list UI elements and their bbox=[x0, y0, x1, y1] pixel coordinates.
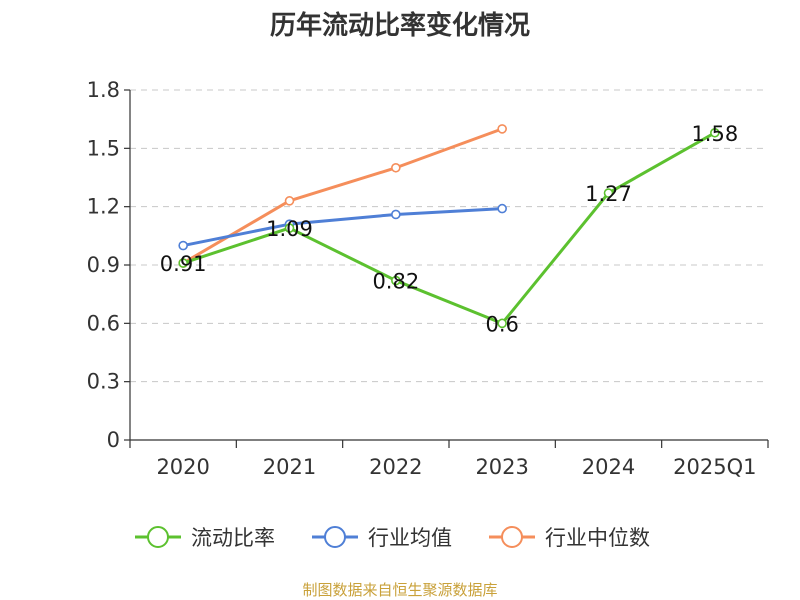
y-tick-label-3: 0.9 bbox=[87, 253, 120, 277]
series-0-point-5 bbox=[710, 127, 720, 138]
series-1-point-0 bbox=[178, 240, 188, 251]
series-1-point-3 bbox=[497, 203, 507, 214]
data-label-0: 0.91 bbox=[160, 252, 207, 276]
legend-marker-2 bbox=[501, 526, 523, 548]
y-tick-label-2: 0.6 bbox=[87, 311, 120, 335]
data-label-5: 1.58 bbox=[691, 122, 738, 146]
legend-item-2[interactable]: 行业中位数 bbox=[489, 526, 650, 550]
series-line-1 bbox=[181, 207, 504, 248]
y-tick-label-6: 1.8 bbox=[87, 78, 120, 102]
data-label-1: 1.09 bbox=[266, 217, 313, 241]
chart-title: 历年流动比率变化情况 bbox=[270, 10, 530, 41]
data-label-2: 0.82 bbox=[372, 270, 419, 294]
series-2-point-3 bbox=[497, 124, 507, 134]
legend[interactable]: 流动比率 行业均值 行业中位数 bbox=[135, 526, 650, 550]
legend-label-0: 流动比率 bbox=[191, 526, 275, 550]
series-1-point-2 bbox=[391, 209, 401, 220]
series-0-point-0 bbox=[178, 258, 188, 268]
data-label-3: 0.6 bbox=[485, 312, 518, 336]
y-ticks: 0 0.3 0.6 0.9 1.2 1.5 1.8 bbox=[87, 78, 130, 452]
x-tick-label-3: 2023 bbox=[475, 455, 528, 479]
legend-marker-1 bbox=[324, 526, 346, 548]
grid bbox=[130, 89, 768, 383]
series-line-2 bbox=[181, 127, 504, 265]
legend-marker-0 bbox=[147, 526, 169, 548]
series-0-point-3 bbox=[497, 318, 507, 329]
legend-item-1[interactable]: 行业均值 bbox=[312, 526, 452, 550]
legend-item-0[interactable]: 流动比率 bbox=[135, 526, 275, 550]
series-2-point-1 bbox=[284, 196, 295, 206]
series-0-point-2 bbox=[391, 275, 401, 286]
y-tick-label-0: 0 bbox=[107, 428, 120, 452]
y-tick-label-5: 1.5 bbox=[87, 136, 120, 160]
x-tick-label-5: 2025Q1 bbox=[673, 455, 756, 479]
x-tick-label-2: 2022 bbox=[369, 455, 422, 479]
x-tick-label-0: 2020 bbox=[156, 455, 209, 479]
series bbox=[178, 124, 720, 329]
x-tick-label-1: 2021 bbox=[263, 455, 316, 479]
legend-label-2: 行业中位数 bbox=[545, 526, 650, 550]
y-tick-label-4: 1.2 bbox=[87, 195, 120, 219]
series-0-point-1 bbox=[284, 223, 295, 233]
series-2-point-2 bbox=[391, 162, 401, 173]
x-ticks: 2020 2021 2022 2023 2024 2025Q1 bbox=[129, 440, 769, 479]
legend-label-1: 行业均值 bbox=[368, 526, 452, 550]
y-tick-label-1: 0.3 bbox=[87, 370, 120, 394]
series-line-0 bbox=[181, 131, 717, 325]
data-label-4: 1.27 bbox=[585, 182, 632, 206]
series-0-point-4 bbox=[603, 188, 614, 198]
x-tick-label-4: 2024 bbox=[582, 455, 635, 479]
source-note: 制图数据来自恒生聚源数据库 bbox=[302, 581, 497, 599]
data-labels: 0.91 1.09 0.82 0.6 1.27 1.58 bbox=[160, 122, 738, 337]
